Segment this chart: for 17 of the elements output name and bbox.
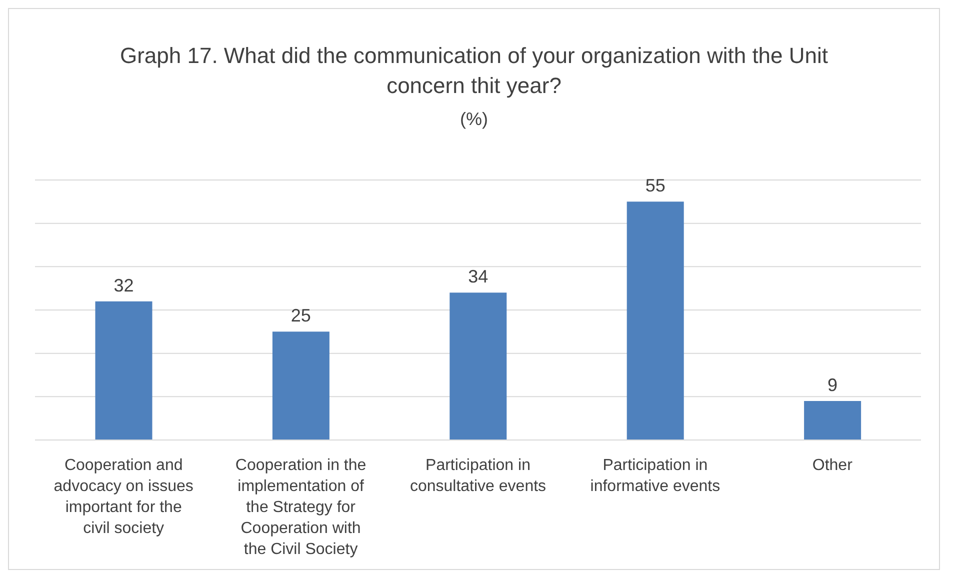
data-label: 34 bbox=[468, 266, 488, 287]
data-label: 55 bbox=[645, 176, 666, 196]
x-tick-label: Cooperation in the implementation of the Strategy for Cooperation with the Civil Society bbox=[235, 457, 366, 558]
bar bbox=[272, 332, 330, 440]
data-label: 25 bbox=[290, 306, 311, 326]
data-label: 9 bbox=[828, 375, 838, 395]
x-tick-label: Participation in informative events bbox=[590, 457, 720, 495]
chart-subtitle: (%) bbox=[459, 109, 489, 130]
bar bbox=[450, 292, 507, 440]
bar bbox=[804, 401, 862, 440]
chart-title: Graph 17. What did the communication of your organization with the Unit concern thit year? bbox=[118, 42, 830, 100]
x-tick-label: Participation in consultative events bbox=[410, 457, 546, 495]
data-label: 32 bbox=[114, 275, 134, 296]
x-tick-label: Cooperation and advocacy on issues important for the civil society bbox=[54, 457, 194, 537]
bar bbox=[626, 202, 684, 440]
bar bbox=[95, 301, 152, 440]
x-tick-label: Other bbox=[812, 457, 854, 474]
